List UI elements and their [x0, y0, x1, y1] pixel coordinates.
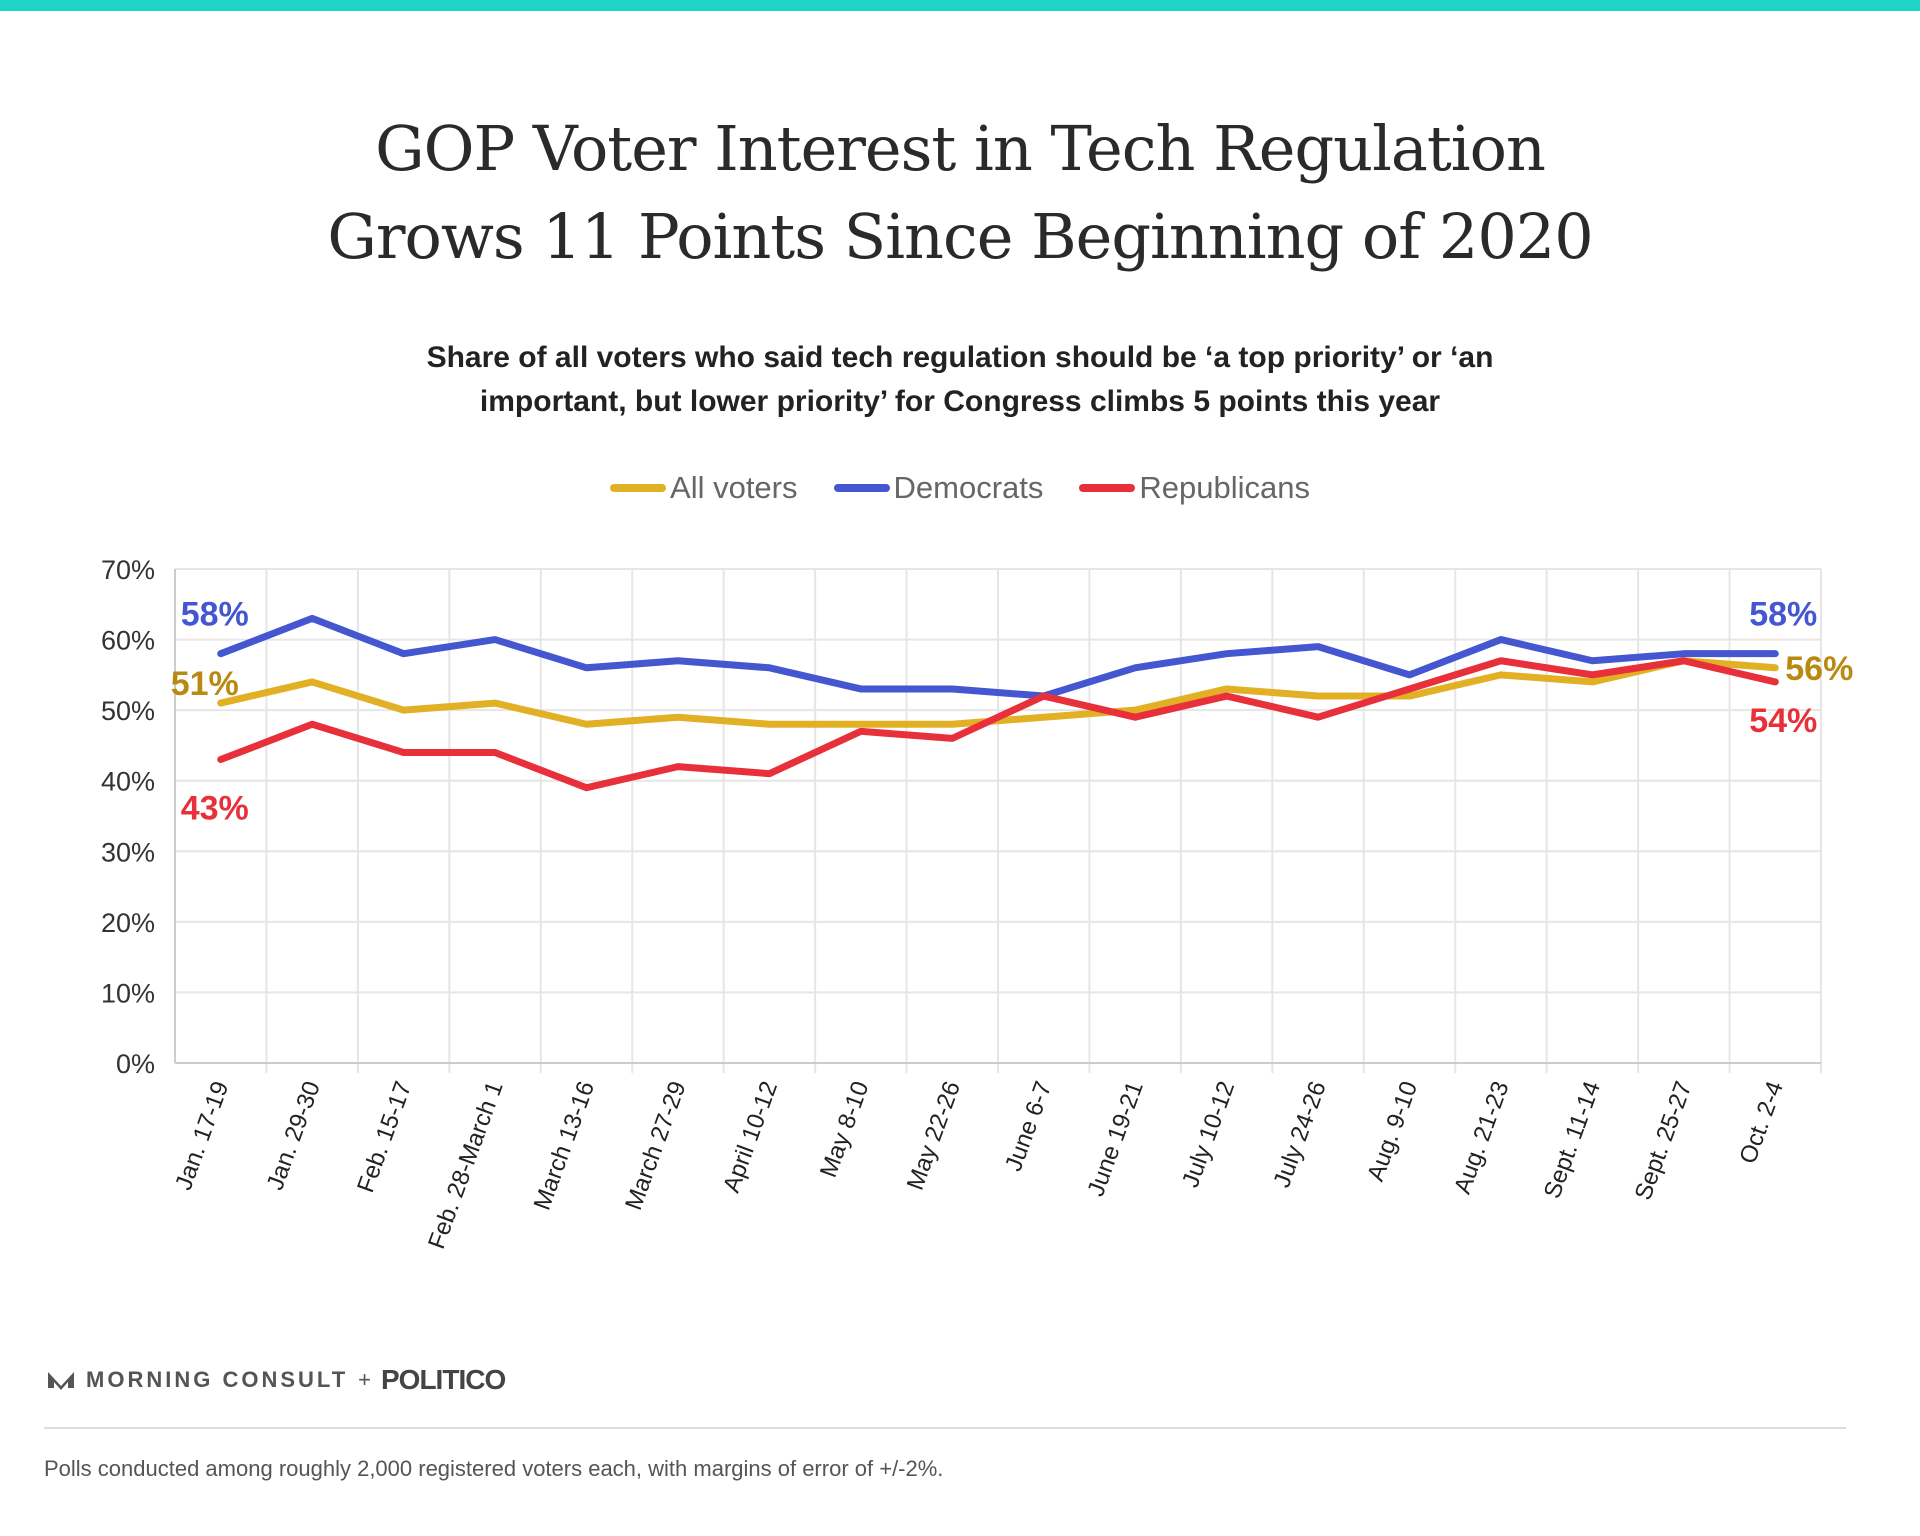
x-tick-label: July 10-12 [1177, 1078, 1240, 1191]
legend-swatch [1079, 484, 1136, 492]
y-tick-label: 60% [101, 626, 155, 656]
x-tick-label: Sept. 25-27 [1630, 1078, 1698, 1204]
x-tick-label: March 13-16 [529, 1078, 600, 1214]
series-line-republicans [217, 657, 1779, 792]
y-tick-label: 10% [101, 978, 155, 1008]
footnote: Polls conducted among roughly 2,000 regi… [44, 1456, 944, 1481]
legend-label: Republicans [1139, 470, 1310, 505]
plus-sign: + [358, 1367, 371, 1392]
y-tick-label: 20% [101, 908, 155, 938]
y-tick-label: 30% [101, 837, 155, 867]
x-tick-label: Sept. 11-14 [1539, 1078, 1606, 1202]
brand-logos: MORNING CONSULT + POLITICO [46, 1364, 506, 1396]
y-tick-label: 70% [101, 555, 155, 585]
data-label-republicans-start: 43% [181, 790, 249, 828]
gridlines [174, 568, 1822, 1073]
title-line-2: Grows 11 Points Since Beginning of 2020 [327, 200, 1593, 273]
legend-label: All voters [670, 470, 798, 505]
legend-item-republicans: Republicans [1079, 470, 1310, 506]
x-tick-label: June 6-7 [1000, 1078, 1057, 1175]
data-label-republicans-end: 54% [1749, 702, 1817, 740]
x-tick-label: Oct. 2-4 [1734, 1078, 1789, 1167]
morning-consult-logo-icon [48, 1372, 74, 1390]
y-tick-label: 0% [116, 1049, 155, 1079]
x-tick-label: June 19-21 [1082, 1078, 1148, 1200]
y-tick-label: 40% [101, 767, 155, 797]
subtitle-line-2: important, but lower priority’ for Congr… [479, 385, 1441, 418]
x-tick-label: Feb. 28-March 1 [423, 1078, 509, 1253]
politico-wordmark: POLITICO [381, 1364, 506, 1395]
x-tick-label: March 27-29 [620, 1078, 691, 1214]
legend-label: Democrats [893, 470, 1044, 505]
x-tick-label: Jan. 17-19 [170, 1078, 234, 1194]
series-line-democrats [217, 614, 1779, 700]
y-tick-label: 50% [101, 696, 155, 726]
morning-consult-wordmark: MORNING CONSULT [86, 1367, 349, 1392]
top-accent-bar [0, 0, 1920, 11]
divider [44, 1427, 1846, 1429]
legend-swatch [833, 484, 890, 492]
data-label-all-voters-end: 56% [1785, 650, 1853, 688]
legend: All voters Democrats Republicans [0, 470, 1920, 506]
x-tick-label: Aug. 9-10 [1362, 1078, 1423, 1185]
legend-swatch [610, 484, 667, 492]
legend-item-all-voters: All voters [610, 470, 798, 506]
x-tick-label: May 8-10 [815, 1078, 875, 1181]
data-label-democrats-start: 58% [181, 596, 249, 634]
chart-title: GOP Voter Interest in Tech Regulation Gr… [0, 105, 1920, 281]
x-tick-label: Jan. 29-30 [262, 1078, 326, 1194]
x-tick-label: April 10-12 [718, 1078, 783, 1196]
line-chart: 0% 10% 20% 30% 40% 50% 60% 70% Jan. 17-19 Jan. 29… [101, 555, 1853, 1253]
legend-item-democrats: Democrats [833, 470, 1044, 506]
data-label-democrats-end: 58% [1749, 596, 1817, 634]
data-label-all-voters-start: 51% [171, 665, 239, 703]
chart-subtitle: Share of all voters who said tech regula… [0, 336, 1920, 424]
title-line-1: GOP Voter Interest in Tech Regulation [375, 112, 1546, 185]
subtitle-line-1: Share of all voters who said tech regula… [426, 341, 1494, 374]
x-tick-label: May 22-26 [902, 1078, 966, 1194]
x-tick-label: Aug. 21-23 [1449, 1078, 1515, 1198]
x-tick-label: July 24-26 [1268, 1078, 1331, 1191]
x-tick-label: Feb. 15-17 [352, 1078, 417, 1196]
